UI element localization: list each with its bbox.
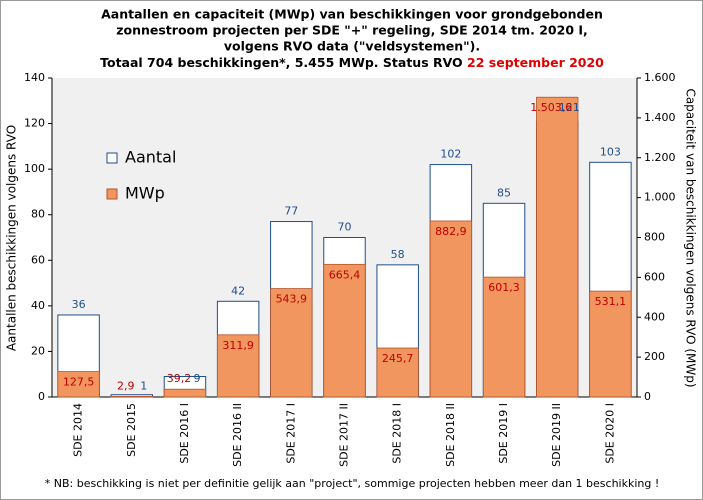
value-label-mwp: 2,9 bbox=[117, 379, 135, 392]
value-label-aantal: 102 bbox=[440, 148, 461, 161]
bar-mwp bbox=[323, 263, 366, 398]
y-tick-label: 120 bbox=[24, 117, 45, 130]
y2-tick-label: 0 bbox=[644, 390, 651, 403]
bar-mwp bbox=[57, 371, 100, 398]
value-label-aantal: 85 bbox=[497, 186, 511, 199]
y-tick-label: 40 bbox=[31, 299, 45, 312]
value-label-mwp: 1.503,6 bbox=[530, 101, 572, 114]
bar-mwp bbox=[589, 290, 632, 398]
x-tick-label: SDE 2020 I bbox=[603, 403, 616, 464]
value-label-aantal: 77 bbox=[284, 205, 298, 218]
title-date: 22 september 2020 bbox=[467, 55, 604, 70]
value-label-aantal: 9 bbox=[193, 372, 200, 385]
y2-axis-label: Capaciteit van beschikkingen volgens RVO… bbox=[684, 88, 698, 387]
chart-title: Totaal 704 beschikkingen*, 5.455 MWp. St… bbox=[100, 55, 604, 70]
y-axis-label: Aantallen beschikkingen volgens RVO bbox=[5, 125, 19, 351]
y-tick-label: 60 bbox=[31, 253, 45, 266]
y2-tick-label: 800 bbox=[644, 231, 665, 244]
y-tick-label: 0 bbox=[38, 390, 45, 403]
value-label-aantal: 121 bbox=[559, 101, 580, 114]
value-label-aantal: 1 bbox=[140, 379, 147, 392]
title-part: Totaal 704 beschikkingen*, 5.455 MWp. St… bbox=[100, 55, 467, 70]
value-label-aantal: 58 bbox=[391, 248, 405, 261]
value-label-mwp: 39,2 bbox=[167, 372, 192, 385]
x-tick-label: SDE 2019 I bbox=[497, 403, 510, 464]
x-tick-label: SDE 2018 II bbox=[444, 403, 457, 467]
bar-mwp bbox=[110, 396, 153, 398]
value-label-mwp: 601,3 bbox=[488, 281, 520, 294]
y2-tick-label: 200 bbox=[644, 350, 665, 363]
x-tick-label: SDE 2016 II bbox=[231, 403, 244, 467]
x-tick-label: SDE 2014 bbox=[72, 403, 85, 457]
bar-mwp bbox=[536, 96, 579, 398]
y2-tick-label: 1.600 bbox=[644, 71, 676, 84]
bar-mwp bbox=[376, 347, 419, 398]
value-label-mwp: 311,9 bbox=[222, 339, 254, 352]
value-label-aantal: 103 bbox=[600, 145, 621, 158]
y2-tick-label: 1.000 bbox=[644, 191, 676, 204]
x-tick-label: SDE 2017 I bbox=[284, 403, 297, 464]
value-label-aantal: 70 bbox=[338, 221, 352, 234]
chart-title: volgens RVO data ("veldsystemen"). bbox=[224, 39, 480, 54]
x-tick-label: SDE 2017 II bbox=[338, 403, 351, 467]
y-tick-label: 100 bbox=[24, 162, 45, 175]
value-label-mwp: 245,7 bbox=[382, 352, 414, 365]
value-label-mwp: 665,4 bbox=[329, 268, 361, 281]
x-tick-label: SDE 2016 I bbox=[178, 403, 191, 464]
y2-tick-label: 1.400 bbox=[644, 111, 676, 124]
legend-label: Aantal bbox=[125, 148, 176, 167]
chart-title: Aantallen en capaciteit (MWp) van beschi… bbox=[101, 7, 603, 22]
bar-mwp bbox=[216, 334, 260, 398]
chart-title: zonnestroom projecten per SDE "+" regeli… bbox=[116, 23, 588, 38]
x-tick-label: SDE 2015 bbox=[125, 403, 138, 457]
y2-tick-label: 1.200 bbox=[644, 151, 676, 164]
x-tick-label: SDE 2019 II bbox=[550, 403, 563, 467]
y-tick-label: 140 bbox=[24, 71, 45, 84]
value-label-mwp: 882,9 bbox=[435, 225, 467, 238]
y2-tick-label: 600 bbox=[644, 270, 665, 283]
y2-tick-label: 400 bbox=[644, 310, 665, 323]
value-label-mwp: 531,1 bbox=[595, 295, 627, 308]
value-label-mwp: 543,9 bbox=[276, 293, 308, 306]
value-label-aantal: 42 bbox=[231, 284, 245, 297]
footnote: * NB: beschikking is niet per definitie … bbox=[45, 477, 660, 490]
x-tick-label: SDE 2018 I bbox=[391, 403, 404, 464]
legend-swatch bbox=[106, 152, 118, 164]
value-label-mwp: 127,5 bbox=[63, 376, 95, 389]
legend-label: MWp bbox=[125, 184, 165, 203]
bar-mwp bbox=[163, 388, 207, 398]
y-tick-label: 80 bbox=[31, 208, 45, 221]
bar-mwp bbox=[270, 288, 313, 398]
legend-swatch bbox=[106, 188, 118, 200]
bar-mwp bbox=[429, 220, 473, 398]
bar-mwp bbox=[482, 276, 526, 398]
value-label-aantal: 36 bbox=[72, 298, 86, 311]
y-tick-label: 20 bbox=[31, 344, 45, 357]
